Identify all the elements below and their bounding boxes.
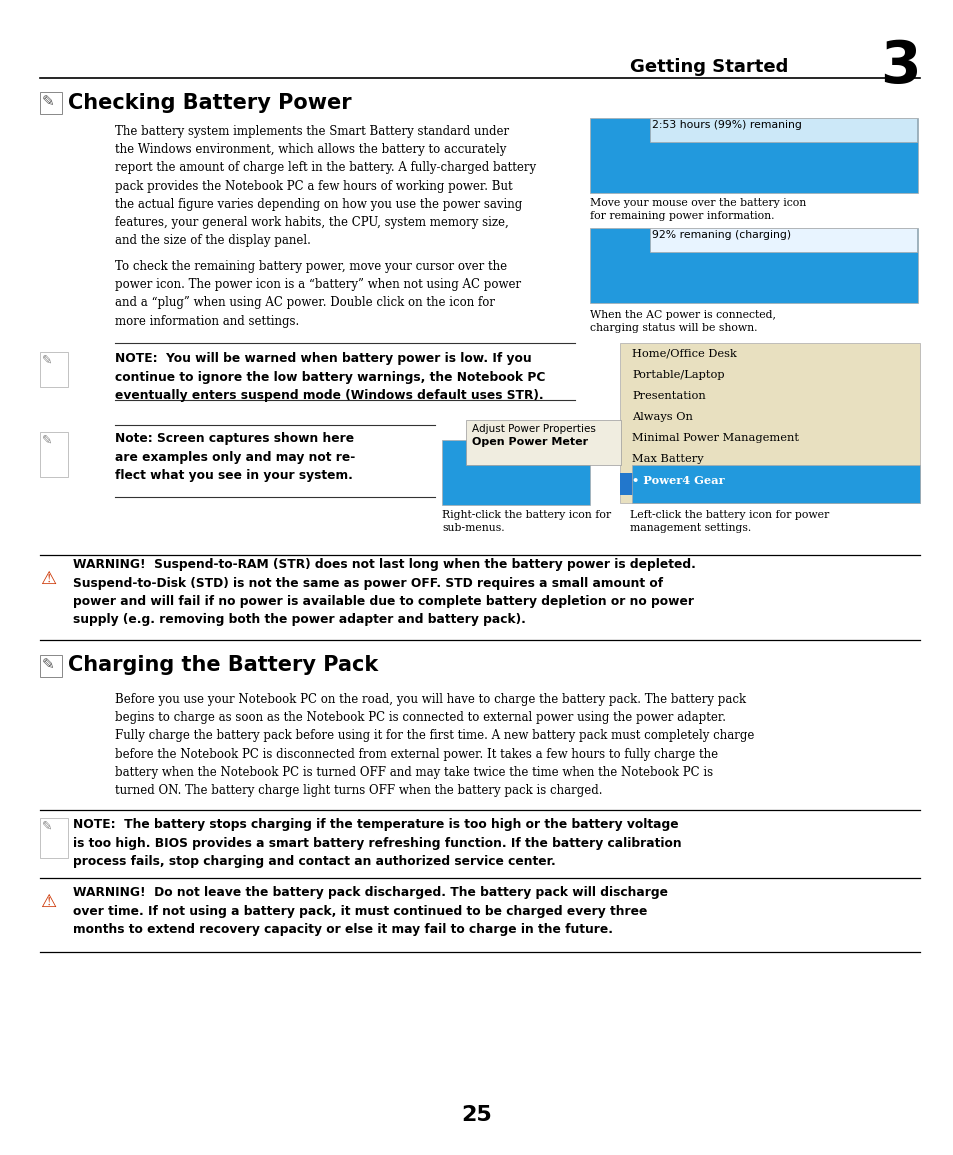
Text: Right-click the battery icon for
sub-menus.: Right-click the battery icon for sub-men… (441, 511, 611, 534)
Text: ⚠: ⚠ (40, 893, 56, 911)
FancyBboxPatch shape (589, 228, 917, 303)
Text: ✎: ✎ (42, 353, 52, 367)
Text: Portable/Laptop: Portable/Laptop (631, 370, 724, 380)
Text: When the AC power is connected,
charging status will be shown.: When the AC power is connected, charging… (589, 310, 775, 333)
FancyBboxPatch shape (40, 818, 68, 858)
Text: 25: 25 (461, 1105, 492, 1125)
FancyBboxPatch shape (589, 118, 917, 193)
Text: NOTE:  The battery stops charging if the temperature is too high or the battery : NOTE: The battery stops charging if the … (73, 818, 680, 869)
FancyBboxPatch shape (631, 465, 919, 502)
Text: Max Battery: Max Battery (631, 454, 703, 464)
FancyBboxPatch shape (465, 420, 620, 465)
Text: Left-click the battery icon for power
management settings.: Left-click the battery icon for power ma… (629, 511, 828, 534)
Text: Getting Started: Getting Started (629, 58, 787, 76)
FancyBboxPatch shape (40, 352, 68, 387)
Text: ✎: ✎ (42, 94, 54, 109)
Text: Open Power Meter: Open Power Meter (472, 437, 587, 447)
Text: WARNING!  Suspend-to-RAM (STR) does not last long when the battery power is depl: WARNING! Suspend-to-RAM (STR) does not l… (73, 558, 695, 626)
Text: 92% remaning (charging): 92% remaning (charging) (651, 230, 790, 240)
FancyBboxPatch shape (40, 92, 62, 114)
Text: ⚠: ⚠ (40, 571, 56, 588)
Text: WARNING!  Do not leave the battery pack discharged. The battery pack will discha: WARNING! Do not leave the battery pack d… (73, 886, 667, 936)
Text: 2:53 hours (99%) remaning: 2:53 hours (99%) remaning (651, 120, 801, 131)
Text: Minimal Power Management: Minimal Power Management (631, 433, 799, 444)
Text: • Power4 Gear: • Power4 Gear (631, 475, 724, 486)
FancyBboxPatch shape (649, 118, 916, 142)
Text: 3: 3 (879, 38, 920, 95)
Text: Note: Screen captures shown here
are examples only and may not re-
flect what yo: Note: Screen captures shown here are exa… (115, 432, 355, 482)
FancyBboxPatch shape (619, 474, 919, 495)
Text: Move your mouse over the battery icon
for remaining power information.: Move your mouse over the battery icon fo… (589, 198, 805, 222)
Text: Home/Office Desk: Home/Office Desk (631, 349, 736, 359)
FancyBboxPatch shape (619, 343, 919, 502)
Text: Before you use your Notebook PC on the road, you will have to charge the battery: Before you use your Notebook PC on the r… (115, 693, 754, 797)
Text: To check the remaining battery power, move your cursor over the
power icon. The : To check the remaining battery power, mo… (115, 260, 520, 328)
Text: Presentation: Presentation (631, 392, 705, 401)
FancyBboxPatch shape (649, 228, 916, 252)
Text: Always On: Always On (631, 412, 692, 422)
FancyBboxPatch shape (40, 432, 68, 477)
Text: ✎: ✎ (42, 657, 54, 672)
Text: Charging the Battery Pack: Charging the Battery Pack (68, 655, 377, 675)
Text: NOTE:  You will be warned when battery power is low. If you
continue to ignore t: NOTE: You will be warned when battery po… (115, 352, 545, 402)
Text: ✎: ✎ (42, 820, 52, 833)
Text: Checking Battery Power: Checking Battery Power (68, 94, 352, 113)
Text: Adjust Power Properties: Adjust Power Properties (472, 424, 596, 434)
Text: ✎: ✎ (42, 434, 52, 447)
Text: The battery system implements the Smart Battery standard under
the Windows envir: The battery system implements the Smart … (115, 125, 536, 247)
FancyBboxPatch shape (40, 655, 62, 677)
FancyBboxPatch shape (441, 440, 589, 505)
